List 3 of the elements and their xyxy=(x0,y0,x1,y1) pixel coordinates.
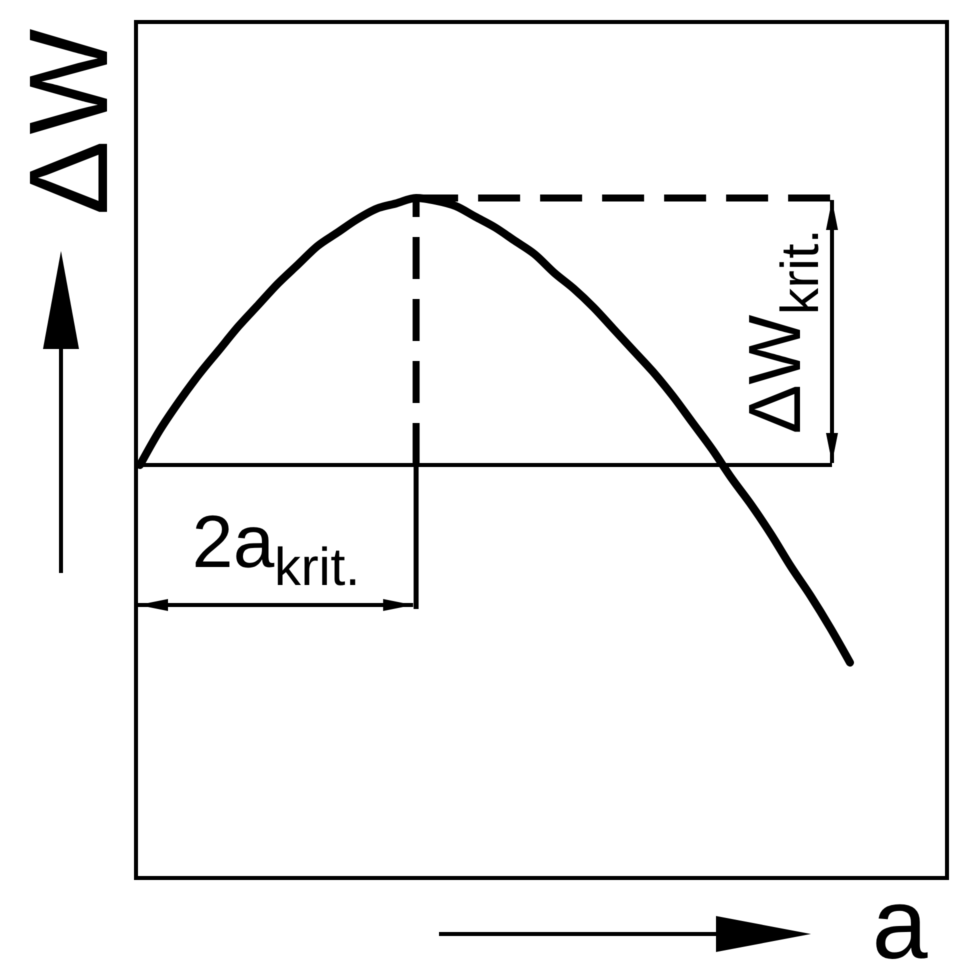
annotation: 2a$_{krit.}$ xyxy=(192,500,360,597)
y-axis-title: ΔW xyxy=(6,22,131,216)
x-axis-title: a xyxy=(872,868,928,974)
